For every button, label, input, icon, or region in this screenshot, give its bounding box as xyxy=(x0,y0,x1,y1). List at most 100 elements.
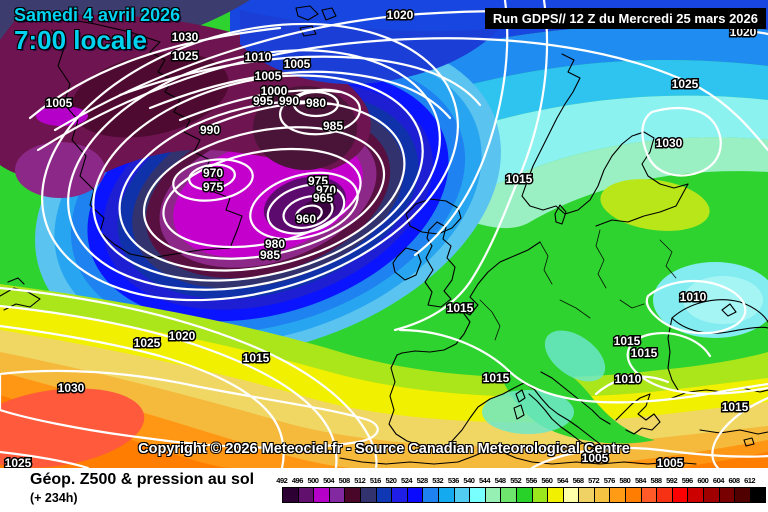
legend-value: 556 xyxy=(525,476,538,485)
legend-value: 572 xyxy=(588,476,600,485)
legend-value: 508 xyxy=(338,476,351,485)
legend-value: 612 xyxy=(744,476,756,485)
legend-swatch xyxy=(328,487,346,503)
isobar-label: 985 xyxy=(260,248,280,262)
isobar-label: 1010 xyxy=(615,372,642,386)
isobar-label: 975 xyxy=(308,174,328,188)
isobar-label: 1015 xyxy=(506,172,533,186)
legend-swatch xyxy=(531,487,549,503)
isobar-label: 1015 xyxy=(483,371,510,385)
legend-swatch xyxy=(344,487,361,503)
legend-value: 548 xyxy=(494,476,507,485)
isobar-label: 1030 xyxy=(58,381,85,395)
z500-field xyxy=(0,0,768,468)
isobar-label: 985 xyxy=(323,119,343,133)
legend-value: 500 xyxy=(307,476,319,485)
isobar-label: 1020 xyxy=(387,8,414,22)
legend-swatch xyxy=(718,487,736,503)
isobar-label: 1025 xyxy=(172,49,199,63)
legend-swatch xyxy=(437,487,455,503)
map-canvas: 1030 1025 1010 1005 1005 1000 995 990 1020 1005 98… xyxy=(0,0,768,468)
legend-swatch xyxy=(359,487,377,503)
isobar-label: 970 xyxy=(316,183,336,197)
legend-value: 520 xyxy=(385,476,397,485)
forecast-date: Samedi 4 avril 2026 xyxy=(14,5,181,25)
legend-values-row: 492 496 500 504 508 512 516 520 524 528 532 536 540 5… xyxy=(274,476,757,485)
isobar-label: 990 xyxy=(200,123,220,137)
legend-value: 496 xyxy=(291,476,304,485)
legend-value: 512 xyxy=(354,476,366,485)
isobar-label: 1005 xyxy=(582,451,609,465)
legend-swatch xyxy=(391,487,408,503)
isobar-label: 980 xyxy=(265,237,285,251)
legend-panel: Géop. Z500 & pression au sol (+ 234h) 49… xyxy=(0,468,768,512)
legend-swatch xyxy=(406,487,424,503)
legend-swatch xyxy=(469,487,486,503)
legend-swatch xyxy=(593,487,611,503)
model-run-info: Run GDPS// 12 Z du Mercredi 25 mars 2026 xyxy=(484,8,766,29)
isobar-label: 1000 xyxy=(261,84,288,98)
isobar-label: 1015 xyxy=(614,334,641,348)
legend-value: 564 xyxy=(556,476,569,485)
legend-swatch xyxy=(313,487,330,503)
isobar-label: 1025 xyxy=(672,77,699,91)
isobar-label: 1030 xyxy=(172,30,199,44)
forecast-date-block: Samedi 4 avril 2026 7:00 locale xyxy=(14,6,180,53)
legend-swatch xyxy=(749,487,767,503)
isobar-label: 995 xyxy=(253,94,273,108)
legend-value: 544 xyxy=(479,476,491,485)
legend-swatch xyxy=(282,487,299,503)
legend-value: 504 xyxy=(323,476,335,485)
isobar-label: 970 xyxy=(203,166,223,180)
legend-value: 536 xyxy=(447,476,460,485)
legend-swatch xyxy=(500,487,517,503)
legend-value: 560 xyxy=(541,476,553,485)
legend-swatch xyxy=(656,487,673,503)
legend-value: 528 xyxy=(416,476,429,485)
isobar-label: 1015 xyxy=(447,301,474,315)
legend-value: 604 xyxy=(712,476,725,485)
legend-value: 516 xyxy=(369,476,382,485)
isobar-label: 1015 xyxy=(243,351,270,365)
isobar-label: 960 xyxy=(296,212,316,226)
color-scale-legend: 492 496 500 504 508 512 516 520 524 528 532 536 540 5… xyxy=(276,476,767,503)
legend-swatch xyxy=(640,487,658,503)
legend-swatch xyxy=(609,487,627,503)
legend-value: 584 xyxy=(634,476,647,485)
legend-value: 580 xyxy=(619,476,631,485)
legend-swatch xyxy=(687,487,705,503)
legend-value: 568 xyxy=(572,476,585,485)
isobar-label: 1025 xyxy=(134,336,161,350)
isobar-label: 1005 xyxy=(46,96,73,110)
isobar-label: 990 xyxy=(279,94,299,108)
legend-swatch xyxy=(515,487,533,503)
legend-swatch xyxy=(578,487,595,503)
forecast-local-time: 7:00 locale xyxy=(14,25,147,55)
isobar-label: 1015 xyxy=(722,400,749,414)
legend-swatch xyxy=(734,487,751,503)
legend-swatch xyxy=(422,487,439,503)
isobar-label: 965 xyxy=(313,191,333,205)
legend-value: 532 xyxy=(432,476,444,485)
copyright-notice: Copyright © 2026 Meteociel.fr - Source C… xyxy=(138,441,630,457)
legend-swatch xyxy=(484,487,502,503)
isobar-label: 975 xyxy=(203,180,223,194)
legend-swatches-row xyxy=(282,487,767,503)
legend-swatch xyxy=(562,487,580,503)
legend-value: 600 xyxy=(697,476,709,485)
legend-value: 576 xyxy=(603,476,616,485)
legend-swatch xyxy=(297,487,315,503)
legend-swatch xyxy=(703,487,720,503)
isobar-label: 1005 xyxy=(657,456,684,468)
legend-value: 552 xyxy=(510,476,522,485)
legend-swatch xyxy=(547,487,564,503)
legend-value: 588 xyxy=(650,476,663,485)
isobar-label: 1025 xyxy=(5,456,32,468)
map-title: Géop. Z500 & pression au sol xyxy=(30,471,255,488)
legend-swatch xyxy=(625,487,642,503)
isobar-label: 1010 xyxy=(245,50,272,64)
legend-swatch xyxy=(375,487,393,503)
